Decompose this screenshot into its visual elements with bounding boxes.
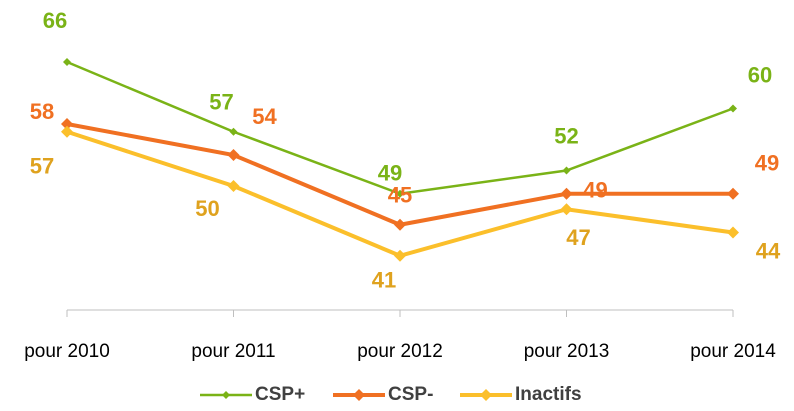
point	[394, 249, 406, 262]
point	[562, 166, 571, 175]
data-label: 50	[195, 196, 219, 221]
x-tick-label: pour 2014	[690, 341, 776, 362]
point	[61, 118, 73, 130]
data-label: 49	[755, 151, 779, 176]
data-label: 54	[252, 104, 277, 129]
data-label: 49	[378, 161, 402, 186]
point	[727, 187, 739, 200]
data-label: 57	[30, 154, 54, 179]
legend-label: CSP+	[255, 384, 305, 405]
legend-marker	[222, 391, 230, 399]
data-label: 41	[372, 268, 396, 293]
legend-marker	[480, 389, 492, 401]
point	[394, 218, 406, 231]
x-tick-label: pour 2012	[357, 341, 443, 362]
data-label: 52	[554, 123, 578, 148]
legend-label: Inactifs	[515, 384, 582, 405]
x-tick-label: pour 2010	[24, 341, 110, 362]
legend-marker	[353, 389, 365, 401]
data-label: 49	[583, 178, 607, 203]
data-label: 44	[756, 238, 781, 263]
data-label: 45	[388, 183, 412, 208]
data-label: 47	[566, 225, 590, 250]
point	[61, 125, 73, 138]
point	[729, 104, 737, 113]
point	[229, 127, 238, 136]
legend-label: CSP-	[388, 384, 433, 405]
point	[560, 203, 573, 216]
data-label: 66	[43, 8, 67, 33]
point	[727, 226, 739, 239]
point	[63, 58, 71, 66]
data-label: 60	[748, 62, 772, 87]
point	[227, 180, 240, 192]
point	[560, 187, 573, 200]
x-tick-label: pour 2011	[191, 341, 275, 362]
data-label: 58	[30, 99, 54, 124]
x-tick-label: pour 2013	[524, 341, 610, 362]
data-label: 57	[209, 90, 233, 115]
point	[396, 189, 404, 198]
point	[227, 149, 240, 161]
